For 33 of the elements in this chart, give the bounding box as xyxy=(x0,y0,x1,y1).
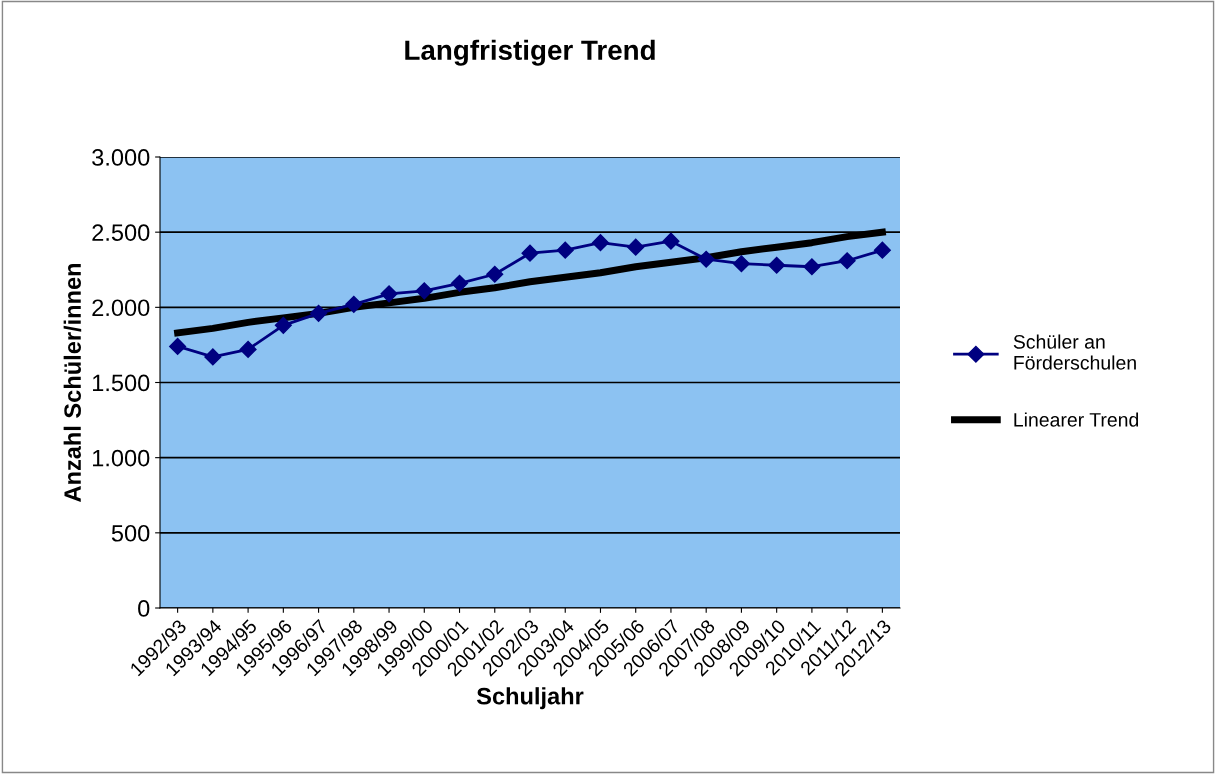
point xyxy=(521,244,539,262)
x-axis-title: Schuljahr xyxy=(476,687,584,710)
y-tick-label: 1.500 xyxy=(93,374,150,392)
y-tick-label: 0 xyxy=(138,600,150,617)
point xyxy=(697,250,715,268)
point xyxy=(380,285,398,303)
point xyxy=(873,241,891,259)
point xyxy=(169,337,187,355)
point xyxy=(204,348,222,366)
y-tick-label: 1.000 xyxy=(93,449,150,467)
y-tick-label: 2.000 xyxy=(92,299,150,317)
y-tick-label: 3.000 xyxy=(92,149,150,166)
y-axis-title: Anzahl Schüler/innen xyxy=(63,263,82,502)
point xyxy=(345,295,363,313)
point xyxy=(450,274,469,292)
point xyxy=(486,265,504,283)
point xyxy=(662,232,680,250)
point xyxy=(838,252,856,270)
point xyxy=(239,340,257,358)
point xyxy=(768,256,786,274)
point xyxy=(556,241,574,259)
chart-title: Langfristiger Trend xyxy=(405,39,655,66)
legend-label: Linearer Trend xyxy=(1014,412,1139,427)
point xyxy=(591,234,610,252)
point xyxy=(310,304,328,322)
point xyxy=(627,238,645,256)
y-tick-label: 500 xyxy=(111,524,150,542)
point xyxy=(803,258,821,276)
y-tick-label: 2.500 xyxy=(92,224,150,241)
point xyxy=(274,316,292,334)
legend-label: Schüler an Förderschulen xyxy=(1013,334,1136,370)
point xyxy=(415,282,433,300)
point xyxy=(732,255,750,273)
